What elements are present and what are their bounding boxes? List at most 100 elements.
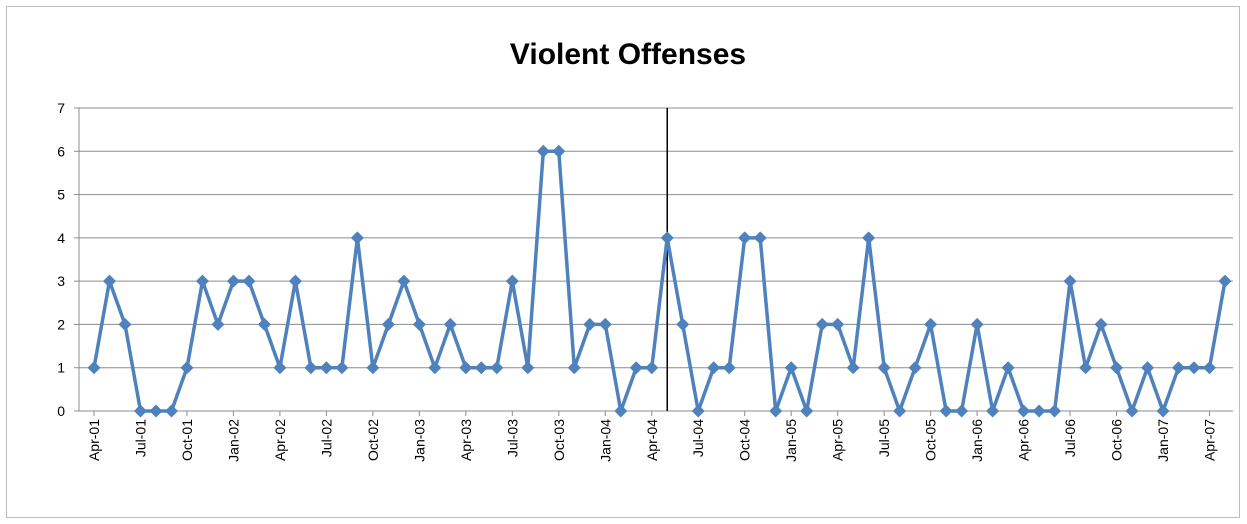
x-tick-label: Apr-05	[830, 419, 846, 461]
data-point	[87, 361, 101, 375]
data-point	[769, 404, 783, 418]
x-tick-label: Jul-02	[318, 419, 334, 457]
data-point	[939, 404, 953, 418]
data-point	[1203, 361, 1217, 375]
data-point	[195, 274, 209, 288]
x-tick-label: Oct-03	[551, 419, 567, 461]
data-point	[257, 317, 271, 331]
data-point	[428, 361, 442, 375]
data-point	[629, 361, 643, 375]
y-axis-ticks: 0 1 2 3 4 5 6 7	[57, 100, 65, 419]
data-point	[1110, 361, 1124, 375]
x-tick-label: Oct-06	[1109, 419, 1125, 461]
x-tick-label: Jul-06	[1062, 419, 1078, 457]
data-point	[784, 361, 798, 375]
data-point	[1048, 404, 1062, 418]
x-tick-label: Jan-06	[969, 419, 985, 462]
data-point	[970, 317, 984, 331]
data-point	[815, 317, 829, 331]
data-point	[149, 404, 163, 418]
data-point	[474, 361, 488, 375]
data-point	[846, 361, 860, 375]
gridlines	[79, 107, 1233, 369]
data-point	[862, 231, 876, 245]
data-point	[505, 274, 519, 288]
x-tick-label: Apr-02	[272, 419, 288, 461]
data-point	[567, 361, 581, 375]
data-point	[490, 361, 504, 375]
data-point	[118, 317, 132, 331]
series-line	[87, 144, 1232, 418]
data-point	[707, 361, 721, 375]
data-point	[1172, 361, 1186, 375]
x-tick-label: Apr-07	[1202, 419, 1218, 461]
data-point	[366, 361, 380, 375]
data-point	[877, 361, 891, 375]
data-point	[800, 404, 814, 418]
data-point	[1001, 361, 1015, 375]
data-point	[102, 274, 116, 288]
chart-frame: Violent Offenses 0 1 2 3 4 5 6 7 Apr-01 Jul-01 Oc…	[6, 6, 1240, 518]
y-tick-label: 4	[57, 230, 65, 246]
data-point	[335, 361, 349, 375]
data-point	[536, 144, 550, 158]
x-tick-label: Jan-07	[1155, 419, 1171, 462]
data-point	[614, 404, 628, 418]
x-tick-label: Apr-03	[458, 419, 474, 461]
data-point	[831, 317, 845, 331]
y-tick-label: 3	[57, 273, 65, 289]
x-tick-label: Jan-05	[783, 419, 799, 462]
data-point	[645, 361, 659, 375]
data-point	[1032, 404, 1046, 418]
data-point	[1017, 404, 1031, 418]
data-point	[381, 317, 395, 331]
y-tick-label: 6	[57, 143, 65, 159]
x-tick-label: Jan-02	[225, 419, 241, 462]
x-tick-label: Jul-04	[690, 419, 706, 457]
x-tick-label: Jul-03	[504, 419, 520, 457]
y-tick-label: 0	[57, 403, 65, 419]
data-point	[753, 231, 767, 245]
y-tick-label: 7	[57, 100, 65, 116]
data-point	[1079, 361, 1093, 375]
x-tick-label: Oct-02	[365, 419, 381, 461]
data-point	[1094, 317, 1108, 331]
data-point	[722, 361, 736, 375]
x-tick-label: Apr-06	[1016, 419, 1032, 461]
x-tick-label: Oct-05	[923, 419, 939, 461]
data-point	[691, 404, 705, 418]
data-point	[660, 231, 674, 245]
data-point	[552, 144, 566, 158]
data-point	[319, 361, 333, 375]
data-point	[164, 404, 178, 418]
x-tick-label: Jul-01	[132, 419, 148, 457]
data-point	[242, 274, 256, 288]
data-point	[521, 361, 535, 375]
data-point	[924, 317, 938, 331]
data-point	[1187, 361, 1201, 375]
x-tick-label: Oct-01	[179, 419, 195, 461]
y-tick-label: 5	[57, 187, 65, 203]
data-point	[583, 317, 597, 331]
data-point	[1141, 361, 1155, 375]
data-point	[443, 317, 457, 331]
data-point	[908, 361, 922, 375]
x-tick-label: Jan-03	[411, 419, 427, 462]
data-point	[180, 361, 194, 375]
data-point	[412, 317, 426, 331]
data-point	[893, 404, 907, 418]
x-tick-label: Oct-04	[737, 419, 753, 461]
data-point	[955, 404, 969, 418]
data-point	[459, 361, 473, 375]
data-point	[273, 361, 287, 375]
line-chart: Violent Offenses 0 1 2 3 4 5 6 7 Apr-01 Jul-01 Oc…	[57, 38, 1233, 462]
x-tick-label: Jul-05	[876, 419, 892, 457]
data-point	[288, 274, 302, 288]
x-axis-ticks: Apr-01 Jul-01 Oct-01 Jan-02 Apr-02 Jul-02 Oct-…	[86, 419, 1218, 462]
data-point	[397, 274, 411, 288]
data-point	[598, 317, 612, 331]
data-point	[1156, 404, 1170, 418]
data-point	[133, 404, 147, 418]
data-point	[1063, 274, 1077, 288]
data-point	[304, 361, 318, 375]
